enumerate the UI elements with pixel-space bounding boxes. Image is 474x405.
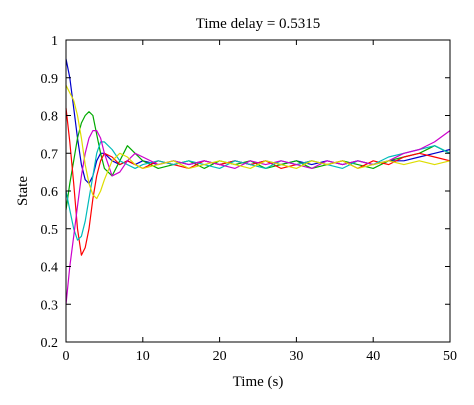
y-tick-label: 0.8 <box>41 110 59 125</box>
y-tick-label: 0.2 <box>41 336 59 351</box>
y-tick-label: 0.6 <box>41 185 59 200</box>
y-tick-label: 0.7 <box>41 147 59 162</box>
series-line-4 <box>65 141 451 241</box>
y-tick-label: 0.3 <box>41 298 59 313</box>
x-tick-label: 30 <box>289 349 303 364</box>
series-line-6 <box>65 85 451 200</box>
x-tick-label: 50 <box>443 349 457 364</box>
series-layer <box>65 58 451 305</box>
x-tick-label: 10 <box>136 349 150 364</box>
series-line-5 <box>65 130 451 305</box>
y-tick-label: 1 <box>51 34 58 49</box>
y-tick-label: 0.4 <box>41 261 59 276</box>
chart-title: Time delay = 0.5315 <box>196 16 321 32</box>
x-axis-label: Time (s) <box>233 374 284 390</box>
series-line-3 <box>65 107 451 256</box>
x-tick-label: 0 <box>63 349 70 364</box>
x-tick-label: 40 <box>366 349 380 364</box>
x-tick-label: 20 <box>213 349 227 364</box>
y-axis-label: State <box>15 176 31 206</box>
plot-frame <box>65 39 451 343</box>
y-tick-label: 0.9 <box>41 72 59 87</box>
y-tick-label: 0.5 <box>41 223 59 238</box>
tick-layer: 0 10 20 30 40 50 0.2 0.3 0.4 0.5 0.6 0.7 0.8 0.9 1 <box>41 34 458 364</box>
